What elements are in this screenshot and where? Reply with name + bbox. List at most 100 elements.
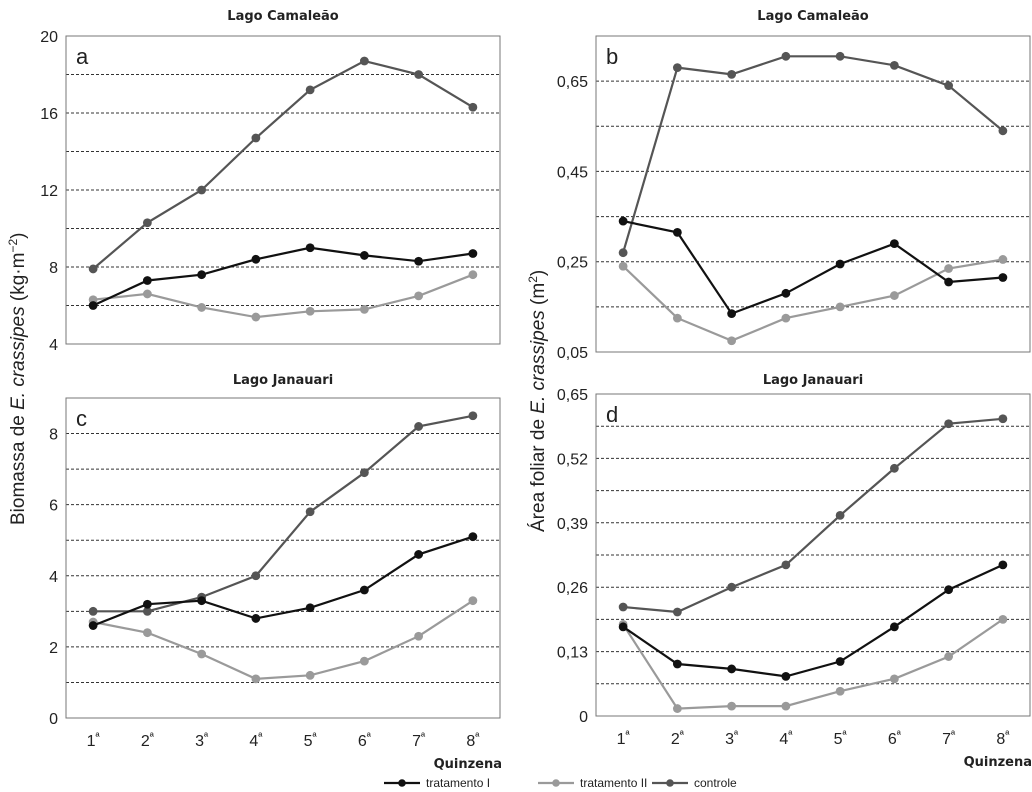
legend-marker — [666, 779, 674, 787]
y-tick-label: 0,13 — [557, 645, 588, 662]
data-point — [944, 277, 954, 287]
y-tick-label: 0,65 — [557, 387, 588, 404]
data-point — [142, 628, 152, 638]
data-point — [727, 309, 737, 319]
panel-title: Lago Camaleão — [227, 9, 338, 24]
data-point — [998, 615, 1008, 624]
series-line-tratamento-II — [622, 258, 1004, 342]
data-point — [142, 289, 152, 299]
data-point — [781, 671, 791, 681]
data-point — [889, 463, 899, 473]
data-point — [618, 261, 628, 271]
series-line-controle — [622, 55, 1004, 254]
data-point — [251, 133, 261, 143]
x-tick-label: 1ª — [617, 729, 631, 748]
plot-frame — [595, 35, 1031, 353]
y-tick-label: 20 — [40, 29, 58, 46]
data-point — [468, 270, 478, 280]
data-point — [359, 304, 369, 314]
data-point — [468, 249, 478, 258]
data-point — [727, 701, 737, 711]
data-point — [305, 603, 315, 613]
data-point — [88, 606, 98, 616]
x-tick-label: 2ª — [141, 731, 155, 750]
data-point — [618, 622, 628, 632]
legend-marker — [398, 779, 406, 787]
data-point — [468, 102, 478, 112]
panel-letter: c — [76, 406, 87, 431]
x-tick-label: 8ª — [466, 731, 480, 750]
series-line-tratamento-II — [92, 599, 474, 681]
data-point — [835, 259, 845, 269]
data-point — [944, 652, 954, 661]
data-point — [142, 276, 152, 285]
x-axis-label: Quinzena — [964, 755, 1032, 770]
data-point — [305, 85, 315, 95]
data-point — [359, 56, 369, 66]
y-tick-label: 0,25 — [557, 255, 588, 272]
data-point — [944, 81, 954, 91]
panel-letter: b — [606, 44, 618, 69]
data-point — [781, 288, 791, 298]
data-point — [727, 336, 737, 346]
data-point — [88, 264, 98, 274]
data-point — [251, 571, 261, 581]
data-point — [998, 255, 1008, 264]
data-point — [414, 422, 424, 431]
data-point — [672, 63, 682, 72]
data-point — [998, 273, 1008, 282]
data-point — [359, 468, 369, 478]
data-point — [359, 251, 369, 260]
data-point — [414, 70, 424, 79]
data-point — [414, 256, 424, 266]
data-point — [998, 414, 1008, 424]
data-point — [835, 302, 845, 312]
x-tick-label: 4ª — [249, 731, 263, 750]
y-tick-label: 8 — [49, 260, 58, 277]
plot-frame — [595, 393, 1031, 717]
data-point — [414, 291, 424, 301]
data-point — [251, 674, 261, 684]
data-point — [197, 270, 207, 280]
y-tick-label: 6 — [49, 498, 58, 515]
x-tick-label: 7ª — [942, 729, 956, 748]
y-tick-label: 12 — [40, 183, 58, 200]
data-point — [944, 264, 954, 273]
panel-c: 0 2 4 6 8 Lago Janauari c 1ª 2ª 3ª 4ª 5ª 6ª 7ª 8ª Quinz… — [49, 373, 502, 772]
data-point — [305, 507, 315, 517]
data-point — [672, 704, 682, 713]
y-tick-label: 4 — [49, 337, 58, 354]
data-point — [618, 602, 628, 612]
x-tick-label: 4ª — [779, 729, 793, 748]
x-tick-label: 5ª — [834, 729, 848, 748]
x-tick-label: 8ª — [996, 729, 1010, 748]
y-axis-label-biomass: Biomassa de E. crassipes (kg·m−2) — [6, 233, 29, 525]
panel-a: 4 8 12 16 20 Lago Camaleão a — [40, 9, 501, 354]
data-point — [197, 649, 207, 659]
data-point — [672, 659, 682, 669]
data-point — [835, 510, 845, 520]
data-point — [618, 216, 628, 226]
legend-label: tratamento II — [580, 776, 647, 790]
y-tick-label: 0,39 — [557, 516, 588, 533]
panel-title: Lago Janauari — [763, 373, 863, 388]
data-point — [944, 585, 954, 595]
data-point — [781, 51, 791, 61]
y-tick-label: 0,26 — [557, 580, 588, 597]
data-point — [727, 69, 737, 79]
data-point — [359, 656, 369, 666]
data-point — [305, 243, 315, 253]
data-point — [305, 306, 315, 316]
data-point — [88, 301, 98, 310]
x-tick-label: 3ª — [725, 729, 739, 748]
series-line-controle — [93, 414, 474, 613]
data-point — [142, 606, 152, 616]
chart-legend: tratamento I tratamento II controle — [384, 776, 737, 790]
data-point — [618, 248, 628, 258]
data-point — [414, 631, 424, 641]
x-tick-label: 1ª — [87, 731, 101, 750]
data-point — [672, 227, 682, 237]
x-tick-label: 6ª — [358, 731, 372, 750]
data-point — [835, 51, 845, 61]
